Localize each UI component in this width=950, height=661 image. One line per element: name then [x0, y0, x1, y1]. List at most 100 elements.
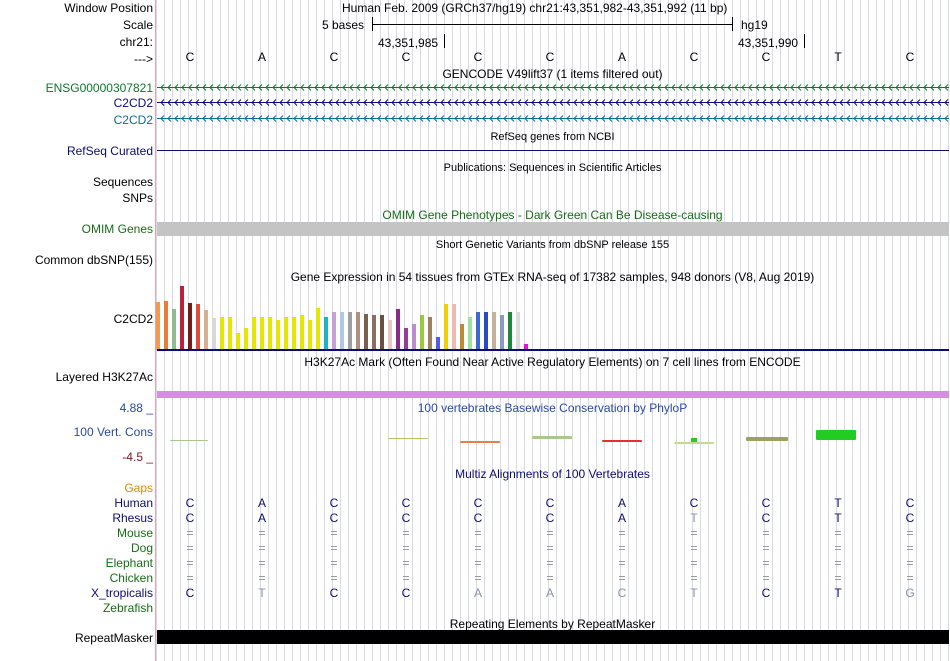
gtex-tissue-bar[interactable]: [324, 317, 328, 350]
gtex-bar-chart[interactable]: [156, 284, 536, 350]
gtex-tissue-bar[interactable]: [244, 328, 248, 350]
publications-label-sequences[interactable]: Sequences: [92, 175, 153, 189]
reference-base[interactable]: C: [473, 50, 483, 64]
gtex-tissue-bar[interactable]: [452, 304, 456, 350]
gtex-title[interactable]: Gene Expression in 54 tissues from GTEx …: [290, 270, 815, 284]
gtex-tissue-bar[interactable]: [172, 309, 176, 350]
grid-line: [628, 0, 629, 661]
gtex-tissue-bar[interactable]: [460, 324, 464, 350]
gtex-tissue-bar[interactable]: [236, 333, 240, 350]
phylop-signal[interactable]: [156, 420, 949, 450]
gtex-tissue-bar[interactable]: [220, 317, 224, 350]
gtex-tissue-bar[interactable]: [356, 312, 360, 350]
multiz-species-label[interactable]: Rhesus: [112, 511, 153, 525]
reference-base[interactable]: C: [185, 50, 195, 64]
gtex-tissue-bar[interactable]: [212, 318, 216, 350]
gtex-tissue-bar[interactable]: [428, 317, 432, 350]
gtex-tissue-bar[interactable]: [508, 312, 512, 350]
multiz-species-label[interactable]: Zebrafish: [102, 601, 153, 615]
gencode-feature-ensg[interactable]: [157, 84, 949, 91]
refseq-feature[interactable]: [157, 150, 949, 151]
h3k27ac-title[interactable]: H3K27Ac Mark (Often Found Near Active Re…: [304, 355, 801, 369]
gtex-tissue-bar[interactable]: [492, 312, 496, 350]
gtex-tissue-bar[interactable]: [516, 312, 520, 350]
gtex-tissue-bar[interactable]: [332, 312, 336, 350]
gencode-label-2[interactable]: C2CD2: [113, 96, 153, 110]
multiz-gaps-label[interactable]: Gaps: [124, 481, 153, 495]
gtex-tissue-bar[interactable]: [268, 317, 272, 350]
gtex-tissue-bar[interactable]: [260, 317, 264, 350]
gtex-tissue-bar[interactable]: [308, 320, 312, 350]
reference-base[interactable]: C: [905, 50, 915, 64]
gtex-tissue-bar[interactable]: [284, 317, 288, 350]
multiz-species-label[interactable]: Mouse: [116, 526, 153, 540]
gencode-title[interactable]: GENCODE V49lift37 (1 items filtered out): [442, 67, 663, 81]
gtex-tissue-bar[interactable]: [196, 304, 200, 350]
publications-title[interactable]: Publications: Sequences in Scientific Ar…: [443, 162, 662, 174]
gtex-tissue-bar[interactable]: [228, 317, 232, 350]
multiz-species-label[interactable]: X_tropicalis: [90, 586, 153, 600]
reference-base[interactable]: A: [617, 50, 626, 64]
reference-base[interactable]: C: [545, 50, 555, 64]
multiz-title[interactable]: Multiz Alignments of 100 Vertebrates: [455, 467, 650, 481]
gtex-tissue-bar[interactable]: [188, 303, 192, 350]
gtex-tissue-bar[interactable]: [300, 315, 304, 350]
omim-label[interactable]: OMIM Genes: [81, 222, 153, 236]
repeatmasker-title[interactable]: Repeating Elements by RepeatMasker: [449, 617, 656, 631]
reference-base[interactable]: A: [257, 50, 266, 64]
gtex-tissue-bar[interactable]: [156, 302, 160, 350]
multiz-species-label[interactable]: Chicken: [109, 571, 153, 585]
gtex-tissue-bar[interactable]: [316, 308, 320, 350]
reference-base[interactable]: C: [761, 50, 771, 64]
h3k27ac-signal[interactable]: [157, 391, 949, 398]
dbsnp-title[interactable]: Short Genetic Variants from dbSNP releas…: [435, 239, 670, 251]
gtex-tissue-bar[interactable]: [468, 317, 472, 350]
gtex-tissue-bar[interactable]: [340, 312, 344, 350]
gtex-tissue-bar[interactable]: [412, 324, 416, 350]
h3k27ac-label[interactable]: Layered H3K27Ac: [55, 370, 153, 384]
reference-base[interactable]: C: [329, 50, 339, 64]
gtex-tissue-bar[interactable]: [204, 310, 208, 350]
dbsnp-label[interactable]: Common dbSNP(155): [34, 253, 153, 267]
label-divider[interactable]: [155, 0, 156, 661]
gtex-tissue-bar[interactable]: [252, 317, 256, 350]
gtex-tissue-bar[interactable]: [380, 315, 384, 350]
multiz-species-label[interactable]: Dog: [130, 541, 153, 555]
gencode-label-3[interactable]: C2CD2: [113, 113, 153, 127]
repeatmasker-label[interactable]: RepeatMasker: [74, 631, 153, 645]
gencode-label-1[interactable]: ENSG00000307821: [45, 81, 153, 95]
multiz-species-label[interactable]: Elephant: [105, 556, 153, 570]
phylop-title[interactable]: 100 vertebrates Basewise Conservation by…: [417, 401, 688, 415]
gtex-tissue-bar[interactable]: [484, 312, 488, 350]
gtex-tissue-bar[interactable]: [476, 312, 480, 350]
reference-base[interactable]: T: [834, 50, 842, 64]
gtex-tissue-bar[interactable]: [444, 304, 448, 350]
multiz-species-label[interactable]: Human: [114, 496, 153, 510]
phylop-label[interactable]: 100 Vert. Cons: [73, 425, 153, 439]
gtex-tissue-bar[interactable]: [292, 317, 296, 350]
gtex-label[interactable]: C2CD2: [113, 312, 153, 326]
gtex-tissue-bar[interactable]: [396, 309, 400, 350]
repeatmasker-feature[interactable]: [157, 630, 949, 644]
gtex-tissue-bar[interactable]: [180, 286, 184, 350]
gtex-tissue-bar[interactable]: [500, 315, 504, 350]
refseq-title[interactable]: RefSeq genes from NCBI: [490, 131, 615, 143]
reference-base[interactable]: C: [401, 50, 411, 64]
gtex-tissue-bar[interactable]: [276, 320, 280, 350]
omim-feature[interactable]: [157, 222, 949, 236]
reference-base[interactable]: C: [689, 50, 699, 64]
gtex-tissue-bar[interactable]: [524, 344, 528, 350]
gtex-tissue-bar[interactable]: [164, 301, 168, 350]
gtex-tissue-bar[interactable]: [364, 314, 368, 350]
refseq-label[interactable]: RefSeq Curated: [66, 144, 153, 158]
gtex-tissue-bar[interactable]: [420, 315, 424, 350]
gtex-tissue-bar[interactable]: [372, 315, 376, 350]
omim-title[interactable]: OMIM Gene Phenotypes - Dark Green Can Be…: [382, 208, 723, 222]
gtex-tissue-bar[interactable]: [436, 337, 440, 350]
gtex-tissue-bar[interactable]: [404, 328, 408, 350]
publications-label-snps[interactable]: SNPs: [122, 191, 153, 205]
gencode-feature-c2cd2-a[interactable]: [157, 99, 949, 106]
gtex-tissue-bar[interactable]: [348, 312, 352, 350]
gencode-feature-c2cd2-b[interactable]: [157, 115, 949, 122]
gtex-tissue-bar[interactable]: [388, 320, 392, 350]
